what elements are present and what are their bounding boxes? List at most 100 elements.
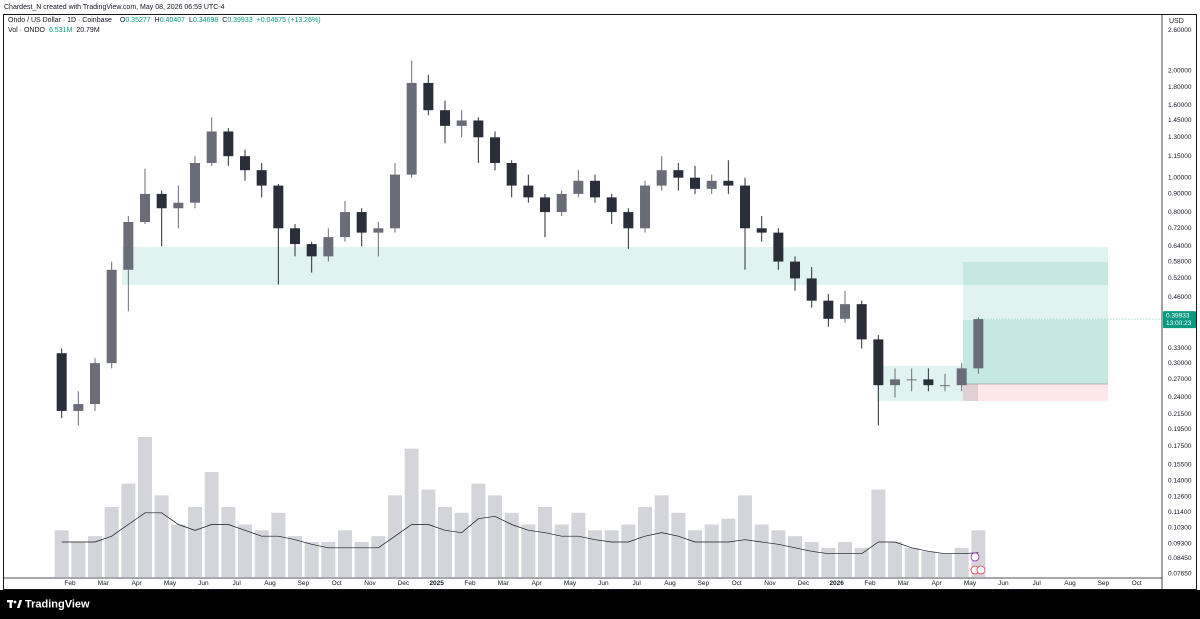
volume-bar <box>554 524 569 577</box>
volume-bar <box>688 530 703 577</box>
volume-bar <box>771 530 786 577</box>
countdown: 13:00:23 <box>1166 320 1192 327</box>
candle-body <box>806 278 817 301</box>
candle-body <box>156 193 167 209</box>
quote-prefix: H <box>155 17 160 24</box>
drawings <box>122 247 1108 401</box>
brand[interactable]: TradingView <box>25 598 90 610</box>
candle-body <box>956 368 967 386</box>
quote-prefix: L <box>189 17 193 24</box>
volume-bar <box>888 542 903 577</box>
volume-bar <box>288 536 303 577</box>
x-tick-label: May <box>964 580 977 587</box>
candle-body <box>973 319 984 369</box>
y-tick-label: 0.30000 <box>1168 360 1192 367</box>
candle-body <box>856 304 867 340</box>
target-zone-filled <box>963 320 1108 384</box>
volume-ma-line <box>61 512 979 555</box>
volume-bar <box>971 530 986 577</box>
candle-body <box>173 202 184 209</box>
candle-body <box>506 163 517 186</box>
volume-layer <box>54 437 986 577</box>
candle-body <box>656 170 667 186</box>
candle-body <box>923 379 934 386</box>
x-tick-label: Nov <box>364 580 376 587</box>
candle-body <box>906 379 917 381</box>
candle-body <box>206 131 217 164</box>
volume-bar <box>221 507 236 577</box>
candle-body <box>490 137 501 164</box>
candle-body <box>723 180 734 186</box>
volume-bar <box>938 553 953 577</box>
volume-bar <box>304 542 319 577</box>
candle-body <box>356 212 367 233</box>
candle-layer <box>56 60 984 426</box>
volume-name: Vol · ONDO <box>8 27 46 34</box>
quote-value: 0.40407 <box>160 17 185 24</box>
volume-bar <box>904 547 919 577</box>
volume-bar <box>804 542 819 577</box>
y-tick-label: 0.33000 <box>1168 345 1192 352</box>
x-tick-label: Feb <box>64 580 76 587</box>
x-tick-label: Jun <box>998 580 1009 587</box>
volume-bar <box>421 489 436 577</box>
x-tick-label: Mar <box>498 580 510 587</box>
volume-bar <box>854 547 869 577</box>
x-tick-label: Jul <box>233 580 242 587</box>
change: +0.04675 <box>257 17 286 24</box>
volume-bar <box>104 507 119 577</box>
volume-bar <box>638 507 653 577</box>
candle-body <box>823 300 834 319</box>
candle-body <box>573 180 584 194</box>
volume-bar <box>704 524 719 577</box>
event-icon[interactable] <box>976 565 986 575</box>
x-tick-label: Jun <box>598 580 609 587</box>
y-tick-label: 0.15500 <box>1168 462 1192 469</box>
candle-body <box>890 379 901 386</box>
attribution: Chardest_N created with TradingView.com,… <box>4 4 225 11</box>
y-tick-label: 0.46000 <box>1168 294 1192 301</box>
y-tick-label: 0.64000 <box>1168 243 1192 250</box>
symbol: Ondo / US Dollar · 1D · Coinbase <box>8 17 112 24</box>
x-tick-label: Oct <box>732 580 742 587</box>
supply-zone <box>122 247 1108 285</box>
candle-body <box>690 177 701 189</box>
candle-body <box>873 339 884 386</box>
y-tick-label: 0.09300 <box>1168 540 1192 547</box>
y-tick-label: 0.12600 <box>1168 493 1192 500</box>
volume-bar <box>838 542 853 577</box>
x-tick-label: Apr <box>532 580 543 587</box>
candle-body <box>140 193 151 223</box>
volume-bar <box>271 512 286 577</box>
candle-body <box>590 180 601 198</box>
volume-bar <box>354 542 369 577</box>
candle-body <box>340 212 351 238</box>
candle-body <box>373 228 384 233</box>
volume-bar <box>671 512 686 577</box>
volume-bar <box>571 512 586 577</box>
x-tick-label: Aug <box>264 580 276 587</box>
candle-body <box>306 244 317 257</box>
y-tick-label: 1.60000 <box>1168 102 1192 109</box>
volume-bar <box>404 448 419 577</box>
candle-body <box>223 131 234 157</box>
logo-shape <box>17 600 22 608</box>
x-tick-label: Jul <box>1033 580 1042 587</box>
quote-value: 0.34698 <box>193 17 218 24</box>
event-icon[interactable] <box>970 552 980 562</box>
x-tick-label: Sep <box>698 580 710 587</box>
candle-body <box>640 185 651 229</box>
volume-bar <box>121 483 136 577</box>
y-tick-label: 0.72000 <box>1168 225 1192 232</box>
quote-prefix: C <box>222 17 227 24</box>
candle-body <box>406 82 417 175</box>
x-tick-label: Mar <box>898 580 910 587</box>
volume-bar <box>654 495 669 577</box>
candle-body <box>73 404 84 411</box>
volume-bar <box>171 524 186 577</box>
volume-bar <box>754 524 769 577</box>
volume-bar <box>338 530 353 577</box>
y-tick-label: 1.15000 <box>1168 153 1192 160</box>
candle-body <box>673 170 684 178</box>
x-tick-label: May <box>564 580 577 587</box>
